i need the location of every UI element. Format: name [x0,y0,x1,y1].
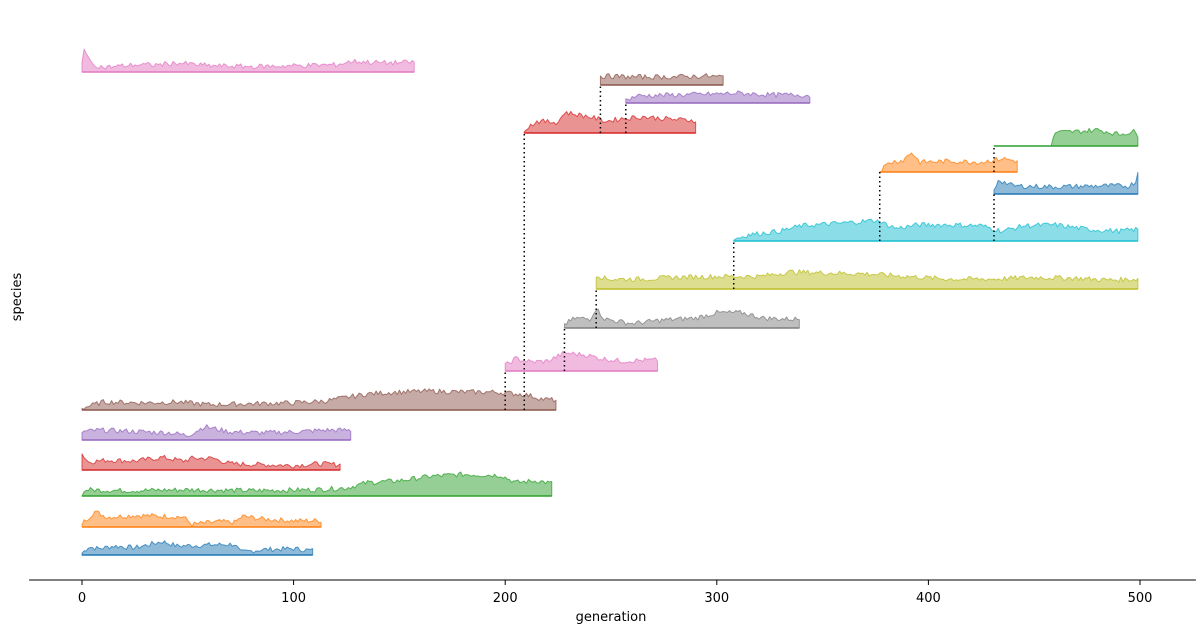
x-tick-label-400: 400 [916,591,941,606]
series-layer [81,48,1139,556]
species-8-area [563,308,800,329]
species-12-area [879,152,1018,173]
species-17-area [81,48,415,73]
species-16 [599,73,724,86]
species-7-area [504,351,659,372]
species-14-area [523,110,697,134]
species-14 [523,110,697,134]
species-17 [81,48,415,73]
species-5-area [81,424,352,441]
species-4 [81,471,553,497]
species-15 [625,90,811,104]
species-11-area [993,172,1139,195]
species-9-area [595,269,1139,290]
species-16-area [599,73,724,86]
species-11 [993,172,1139,195]
branch-layer [504,85,995,410]
species-4-area [81,471,553,497]
species-1 [81,540,314,556]
y-axis-label: species [10,273,25,322]
species-8 [563,308,800,329]
species-3 [81,453,341,471]
species-2-area [81,510,322,528]
species-6 [81,388,557,411]
species-1-area [81,540,314,556]
species-7 [504,351,659,372]
species-12 [879,152,1018,173]
x-tick-label-0: 0 [78,591,86,606]
species-13 [993,127,1139,147]
species-6-area [81,388,557,411]
species-10 [733,218,1139,242]
x-tick-label-300: 300 [704,591,729,606]
species-15-area [625,90,811,104]
x-axis-label: generation [576,610,647,625]
species-5 [81,424,352,441]
species-10-area [733,218,1139,242]
x-tick-label-500: 500 [1128,591,1153,606]
species-2 [81,510,322,528]
x-tick-label-200: 200 [493,591,518,606]
species-3-area [81,453,341,471]
species-9 [595,269,1139,290]
x-tick-label-100: 100 [281,591,306,606]
species-13-area [993,127,1139,147]
x-axis: 0 100 200 300 400 500 [29,579,1196,606]
